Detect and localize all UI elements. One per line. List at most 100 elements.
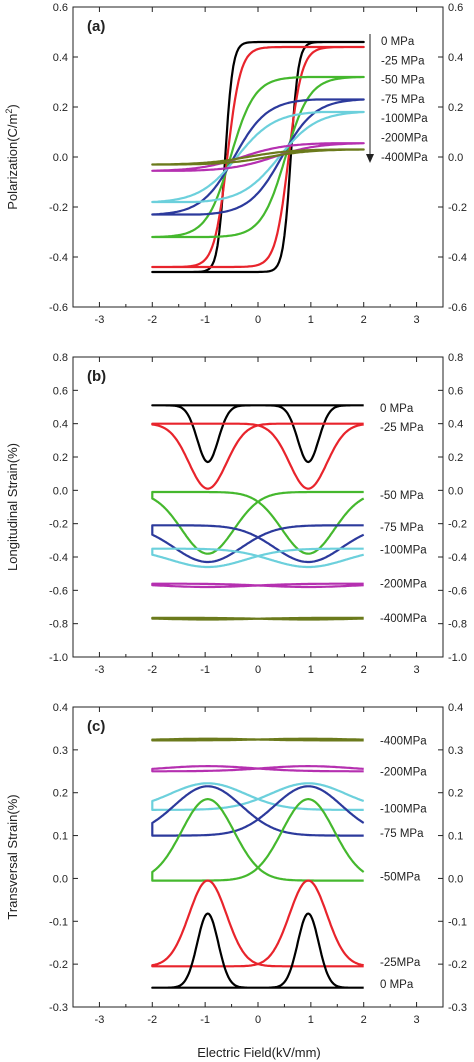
y-tick-label-right: 0.4 xyxy=(448,702,463,714)
y-tick-label: 0.2 xyxy=(53,102,68,114)
y-tick-label: -0.1 xyxy=(49,916,68,928)
y-tick-label-right: 0.2 xyxy=(448,788,463,800)
legend-label: -25 MPa xyxy=(381,55,425,67)
y-tick-label: 0.0 xyxy=(53,873,68,885)
y-axis-title: Longitudinal Strain(%) xyxy=(5,443,20,571)
series-label: -25MPa xyxy=(380,957,421,969)
y-tick-label-right: -0.2 xyxy=(448,959,467,971)
y-tick-label-right: 0.4 xyxy=(448,419,463,431)
x-tick-label: 2 xyxy=(361,664,367,676)
y-tick-label-right: -0.6 xyxy=(448,302,467,314)
strain-loop xyxy=(151,785,365,837)
x-tick-label: 2 xyxy=(361,1014,367,1026)
strain-loop xyxy=(151,404,364,464)
y-tick-label: 0.4 xyxy=(53,702,68,714)
legend-label: -75 MPa xyxy=(381,94,425,106)
y-tick-label-right: 0.6 xyxy=(448,385,463,397)
y-tick-label-right: 0.2 xyxy=(448,452,463,464)
x-tick-label: 3 xyxy=(414,1014,420,1026)
y-tick-label: 0.6 xyxy=(53,385,68,397)
series-label: -100MPa xyxy=(380,545,427,557)
series-label: 0 MPa xyxy=(380,403,414,415)
strain-loop xyxy=(151,547,364,569)
series-label: -75 MPa xyxy=(380,828,424,840)
panel-c: -3 -2 -1 0 1 2 3 -0.3 -0.3 -0.2 -0.2 -0.1 -0.1 0.0 0.0… xyxy=(5,702,467,1026)
series-label: -400MPa xyxy=(380,735,427,747)
series-label: 0 MPa xyxy=(380,979,414,991)
strain-loop xyxy=(151,782,365,811)
y-tick-label: 0.0 xyxy=(53,485,68,497)
loop-minus75MPa xyxy=(151,98,365,216)
series-label: -25 MPa xyxy=(380,422,424,434)
loop-minus25MPa xyxy=(151,45,365,269)
y-tick-label: 0.2 xyxy=(53,788,68,800)
y-tick-label-right: -0.8 xyxy=(448,619,467,631)
y-tick-label-right: -0.2 xyxy=(448,202,467,214)
loop-minus400MPa xyxy=(151,148,365,166)
legend-arrow-head xyxy=(366,154,374,163)
y-tick-label-right: 0.4 xyxy=(448,52,463,64)
legend-label: -200MPa xyxy=(381,133,428,145)
x-tick-label: -2 xyxy=(147,314,157,326)
x-tick-label: -3 xyxy=(95,664,105,676)
y-tick-label: 0.2 xyxy=(53,452,68,464)
y-tick-label-right: -0.4 xyxy=(448,252,467,264)
y-tick-label: 0.0 xyxy=(53,152,68,164)
strain-loop xyxy=(151,879,364,968)
x-tick-label: 1 xyxy=(308,1014,314,1026)
strain-loop xyxy=(151,737,364,742)
loop-minus100MPa xyxy=(151,110,365,204)
y-tick-label: -0.2 xyxy=(49,959,68,971)
x-tick-label: -2 xyxy=(147,664,157,676)
y-tick-label-right: -0.2 xyxy=(448,519,467,531)
y-tick-label: 0.6 xyxy=(53,2,68,14)
series-label: -200MPa xyxy=(380,579,427,591)
y-tick-label: -0.2 xyxy=(49,519,68,531)
y-tick-label-right: 0.0 xyxy=(448,873,463,885)
strain-loop xyxy=(151,765,364,773)
x-tick-label: -3 xyxy=(95,1014,105,1026)
y-tick-label-right: -0.4 xyxy=(448,552,467,564)
series-label: -100MPa xyxy=(380,804,427,816)
y-axis-title-superscript: 2 xyxy=(4,109,14,114)
y-tick-label-right: 0.0 xyxy=(448,485,463,497)
legend-label: -50 MPa xyxy=(381,75,425,87)
x-tick-label: 2 xyxy=(361,314,367,326)
x-axis-title: Electric Field(kV/mm) xyxy=(197,1045,321,1060)
loop-minus200MPa xyxy=(151,142,365,172)
panel-label: (a) xyxy=(87,18,105,35)
y-tick-label: -1.0 xyxy=(49,652,68,664)
y-tick-label-right: 0.2 xyxy=(448,102,463,114)
strain-loop xyxy=(151,582,364,589)
series-label: -75 MPa xyxy=(380,522,424,534)
x-tick-label: -3 xyxy=(95,314,105,326)
x-tick-label: 0 xyxy=(255,314,261,326)
y-tick-label-right: -0.3 xyxy=(448,1002,467,1014)
strain-loop xyxy=(151,524,365,564)
legend-label: 0 MPa xyxy=(381,36,415,48)
y-tick-label: 0.8 xyxy=(53,352,68,364)
panel-label: (c) xyxy=(87,718,105,735)
x-tick-label: -2 xyxy=(147,1014,157,1026)
x-tick-label: 3 xyxy=(414,664,420,676)
x-tick-label: -1 xyxy=(200,314,210,326)
y-tick-label-right: 0.1 xyxy=(448,831,463,843)
y-tick-label-right: 0.0 xyxy=(448,152,463,164)
y-tick-label-right: -0.1 xyxy=(448,916,467,928)
strain-loop xyxy=(151,616,364,621)
y-tick-label: 0.3 xyxy=(53,745,68,757)
y-tick-label: -0.4 xyxy=(49,252,68,264)
y-tick-label-right: 0.8 xyxy=(448,352,463,364)
y-tick-label: -0.4 xyxy=(49,552,68,564)
x-tick-label: 1 xyxy=(308,664,314,676)
y-tick-label-right: 0.6 xyxy=(448,2,463,14)
loop-minus50MPa xyxy=(151,75,365,239)
y-tick-label-right: -0.6 xyxy=(448,585,467,597)
x-tick-label: 0 xyxy=(255,664,261,676)
y-axis-title: Polarization(C/m2) xyxy=(4,104,20,209)
legend-label: -400MPa xyxy=(381,152,428,164)
legend-label: -100MPa xyxy=(381,113,428,125)
panel-b: -3 -2 -1 0 1 2 3 -1.0 -1.0 -0.8 -0.8 -0.6 -0.6 -0.4 -0… xyxy=(5,352,467,676)
series-label: -50MPa xyxy=(380,872,421,884)
